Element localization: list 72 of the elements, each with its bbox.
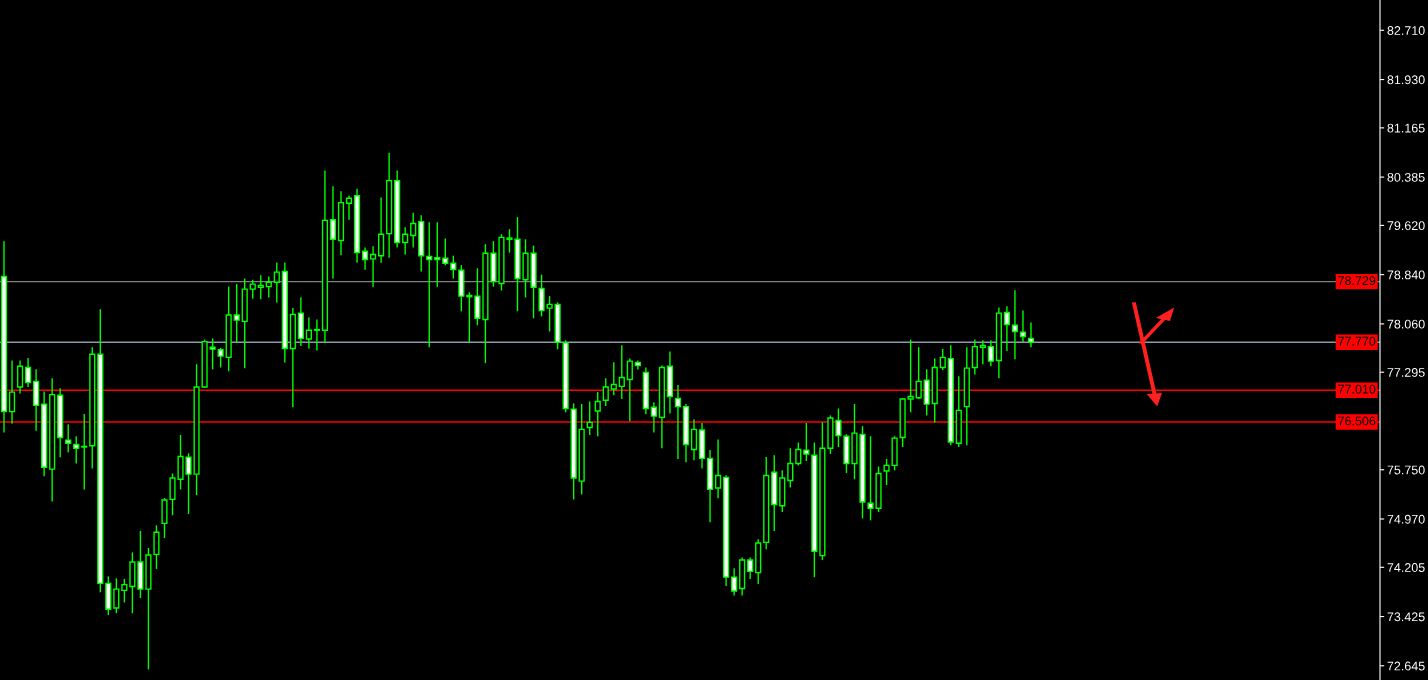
candlestick — [426, 222, 433, 348]
ref-line-label: 76.506 — [1338, 416, 1376, 426]
candlestick — [1003, 306, 1011, 352]
candlestick — [586, 401, 593, 436]
candlestick — [33, 369, 40, 431]
candlestick — [803, 422, 810, 461]
candlestick — [971, 339, 978, 375]
candlestick — [257, 275, 264, 300]
y-tick-label: 74.205 — [1387, 563, 1425, 572]
candlestick — [634, 360, 641, 370]
candlestick — [329, 186, 337, 279]
candlestick — [121, 578, 128, 603]
candlestick — [618, 345, 625, 400]
candlestick — [610, 362, 617, 396]
y-tick-label: 78.060 — [1387, 319, 1425, 329]
candlestick — [434, 222, 441, 287]
y-tick-label: 72.645 — [1387, 661, 1425, 671]
y-tick-label: 81.930 — [1387, 75, 1425, 85]
candlestick — [979, 340, 986, 365]
ref-line-label: 77.010 — [1338, 384, 1376, 394]
candlestick — [450, 255, 457, 279]
candlestick — [24, 357, 32, 388]
candlestick — [747, 557, 754, 580]
candlestick — [1011, 290, 1019, 360]
y-tick-label: 74.970 — [1387, 514, 1425, 524]
candlestick — [65, 424, 72, 453]
candlestick — [714, 439, 722, 499]
candlestick — [273, 262, 280, 303]
candlestick — [674, 385, 682, 460]
candlestick — [233, 284, 240, 343]
y-tick-label: 81.165 — [1387, 123, 1425, 133]
candlestick — [602, 378, 609, 407]
candlestick — [787, 448, 794, 488]
candlestick — [1027, 322, 1035, 348]
y-tick-label: 79.620 — [1387, 221, 1425, 231]
y-tick-label: 75.750 — [1387, 465, 1425, 475]
candlestick — [209, 338, 216, 370]
candlestick — [907, 339, 914, 413]
y-tick-label: 73.425 — [1387, 612, 1425, 622]
candlestick — [361, 247, 369, 270]
candlestick — [217, 347, 224, 368]
candlestick — [378, 197, 385, 263]
y-tick-label: 78.840 — [1387, 270, 1425, 280]
candlestick — [626, 358, 633, 422]
candlestick — [650, 402, 657, 433]
y-tick-label: 80.385 — [1387, 172, 1425, 182]
candlestick — [313, 319, 321, 351]
candlestick — [1019, 310, 1027, 343]
candlestick — [690, 419, 698, 461]
candlestick — [410, 212, 417, 248]
y-tick-label: 82.710 — [1387, 26, 1425, 35]
candlestick — [402, 227, 409, 255]
candlestick — [939, 349, 946, 371]
candlestick — [731, 568, 738, 596]
ref-line-label: 78.729 — [1338, 276, 1376, 286]
candlestick — [345, 195, 353, 220]
candlestick — [474, 268, 481, 326]
y-tick-label: 77.295 — [1387, 368, 1425, 377]
ref-line-label: 77.770 — [1338, 336, 1376, 346]
candlestick — [73, 436, 80, 464]
candlestick — [305, 317, 312, 349]
candlestick — [795, 442, 802, 466]
candlestick — [369, 246, 377, 287]
candlestick — [16, 360, 24, 394]
candlestick — [915, 347, 922, 400]
candlestick — [594, 392, 601, 437]
candlestick — [442, 238, 449, 266]
candlestick — [987, 340, 994, 367]
candlestick — [923, 369, 930, 416]
candlestick — [81, 414, 88, 490]
candlestick — [113, 578, 120, 614]
candlestick — [8, 360, 16, 424]
